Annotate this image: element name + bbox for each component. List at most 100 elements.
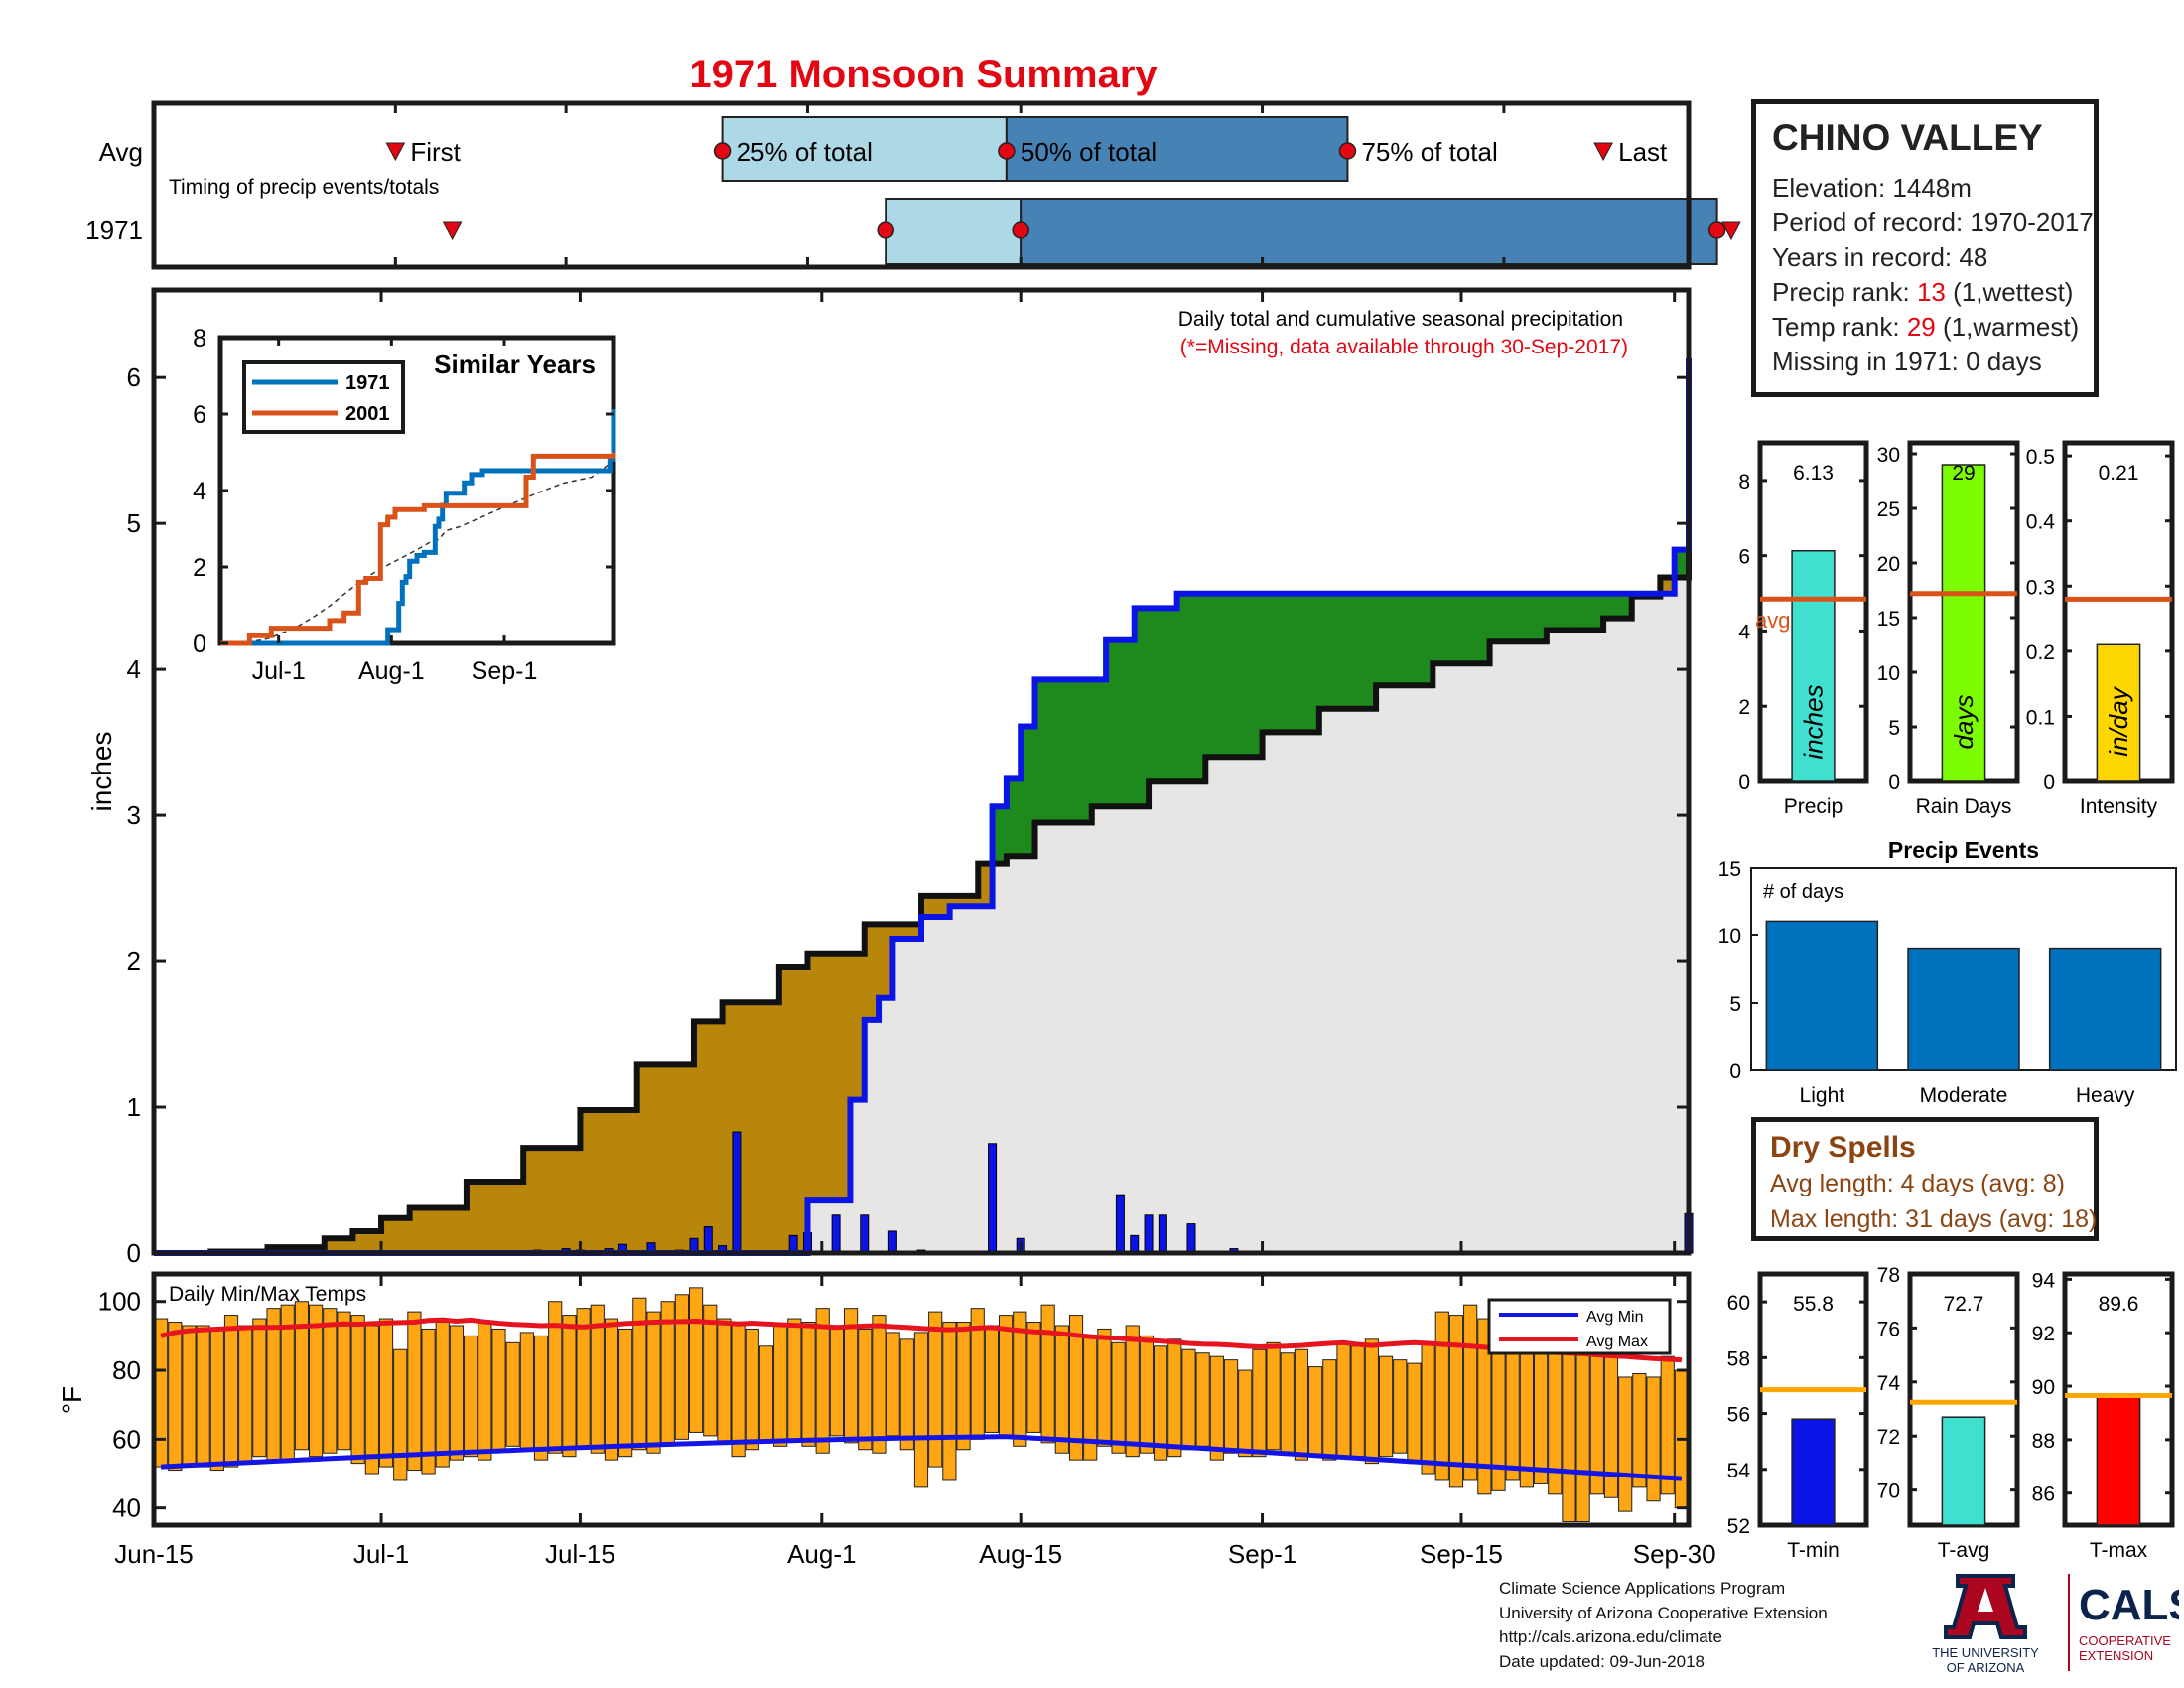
daily-temp-bar <box>1632 1373 1647 1488</box>
deficit-fill-segment <box>736 1002 742 1253</box>
deficit-fill-segment <box>501 1181 506 1253</box>
inset-legend-label-1971: 1971 <box>345 372 390 394</box>
surplus-fill-segment <box>1475 593 1480 664</box>
deficit-fill-segment <box>480 1181 485 1253</box>
temp-ytick-label: 80 <box>112 1355 141 1385</box>
tavg-ytick-label: 70 <box>1877 1480 1900 1503</box>
deficit-fill-segment <box>803 966 809 1253</box>
deficit-fill-segment <box>526 1148 531 1253</box>
surplus-fill-segment <box>1624 593 1629 619</box>
deficit-fill-segment <box>658 1064 663 1253</box>
deficit-fill-segment <box>629 1109 634 1253</box>
deficit-fill-segment <box>523 1148 528 1253</box>
surplus-fill-segment <box>1059 679 1064 823</box>
deficit-fill-segment <box>683 1064 688 1253</box>
daily-temp-bar <box>1167 1338 1182 1458</box>
tmin-label: T-min <box>1787 1539 1840 1562</box>
surplus-fill-segment <box>1351 593 1356 709</box>
year-25-50-box <box>885 198 1023 265</box>
daily-temp-bar <box>1154 1345 1168 1461</box>
deficit-fill-segment <box>615 1109 620 1253</box>
deficit-fill-segment <box>910 924 915 940</box>
deficit-fill-segment <box>370 1230 375 1253</box>
surplus-fill-segment <box>1251 593 1256 758</box>
surplus-fill-segment <box>1091 679 1096 807</box>
inset-xtick-label: Sep-1 <box>472 657 538 685</box>
surplus-fill-segment <box>1439 593 1444 664</box>
surplus-fill-segment <box>1176 593 1181 782</box>
station-years: Years in record: 48 <box>1772 241 1988 272</box>
daily-precip-bar <box>1130 1234 1140 1254</box>
avg-first-label: First <box>410 137 461 167</box>
surplus-fill-segment <box>1149 608 1154 782</box>
surplus-fill-segment <box>1045 679 1050 823</box>
surplus-fill-segment <box>1681 549 1687 578</box>
deficit-fill-segment <box>647 1064 652 1253</box>
timing-avg-label: Avg <box>99 137 143 167</box>
precip-rank-note: (1,wettest) <box>1945 276 2074 307</box>
tavg-ytick-label: 76 <box>1877 1318 1900 1340</box>
deficit-fill-segment <box>985 863 990 907</box>
daily-temp-bar <box>913 1332 929 1488</box>
daily-precip-bar <box>703 1226 713 1254</box>
surplus-fill-segment <box>1415 593 1420 686</box>
tavg-value: 72.7 <box>1944 1293 1984 1316</box>
intensity-ytick-label: 0.2 <box>2026 641 2055 664</box>
surplus-fill-segment <box>1284 593 1289 733</box>
surplus-fill-segment <box>1550 593 1555 631</box>
daily-temp-bar <box>1407 1362 1422 1465</box>
daily-temp-bar <box>435 1322 450 1468</box>
precip-bar <box>1791 549 1836 782</box>
deficit-fill-segment <box>697 1021 702 1253</box>
deficit-fill-segment <box>782 966 787 1253</box>
daily-precip-bar <box>887 1230 897 1254</box>
daily-temp-bar <box>886 1332 900 1437</box>
station-elevation: Elevation: 1448m <box>1772 172 1972 203</box>
deficit-fill-segment <box>516 1181 521 1253</box>
main-ytick-label: 6 <box>127 362 141 392</box>
inset-ytick-label: 6 <box>193 401 206 429</box>
deficit-fill-segment <box>483 1181 488 1253</box>
surplus-fill-segment <box>1183 593 1189 782</box>
surplus-fill-segment <box>1027 726 1032 857</box>
surplus-fill-segment <box>999 806 1004 864</box>
daily-temp-bar <box>801 1322 816 1447</box>
deficit-fill-segment <box>661 1064 666 1253</box>
tmin-value: 55.8 <box>1793 1293 1834 1316</box>
daily-temp-bar <box>168 1322 183 1472</box>
surplus-fill-segment <box>1603 593 1608 619</box>
surplus-fill-segment <box>1030 726 1036 857</box>
temperature-chart: 40 60 80 100 Avg Min Avg Max <box>98 1287 1690 1523</box>
surplus-fill-segment <box>1478 593 1484 664</box>
avg-25-label: 25% of total <box>737 137 873 167</box>
year-last-marker <box>1721 221 1741 241</box>
deficit-fill-segment <box>715 1021 720 1253</box>
avg-25-marker <box>713 142 732 160</box>
daily-temp-bar <box>703 1304 718 1437</box>
temp-rank-value: 29 <box>1906 311 1936 342</box>
daily-temp-bar <box>1646 1376 1661 1502</box>
deficit-fill-segment <box>821 953 826 1201</box>
date-axis: Jun-15 Jul-1 Jul-15 Aug-1 Aug-15 Sep-1 Sep-15 S… <box>114 1539 1715 1569</box>
tmax-ytick-label: 92 <box>2032 1323 2055 1345</box>
surplus-fill-segment <box>1123 639 1129 807</box>
precip-ytick-label: 4 <box>1738 621 1750 643</box>
surplus-fill-segment <box>1340 593 1345 709</box>
deficit-fill-segment <box>498 1181 503 1253</box>
deficit-fill-segment <box>818 953 823 1201</box>
surplus-fill-segment <box>1433 593 1437 664</box>
deficit-fill-segment <box>960 895 965 907</box>
cals-text: CALS <box>2079 1581 2179 1629</box>
events-category-label: Light <box>1800 1084 1845 1107</box>
daily-temp-bar <box>787 1318 802 1440</box>
deficit-fill-segment <box>942 895 947 917</box>
avg-75-label: 75% of total <box>1361 137 1497 167</box>
temp-ytick-label: 40 <box>112 1493 141 1523</box>
credits-line-2: University of Arizona Cooperative Extens… <box>1499 1603 1828 1622</box>
deficit-fill-segment <box>796 966 801 1253</box>
surplus-fill-segment <box>1507 593 1512 642</box>
surplus-fill-segment <box>1230 593 1235 758</box>
main-chart-missing-note: (*=Missing, data available through 30-Se… <box>1180 336 1628 358</box>
deficit-fill-segment <box>470 1181 475 1253</box>
year-50-75-box <box>1020 198 1718 265</box>
